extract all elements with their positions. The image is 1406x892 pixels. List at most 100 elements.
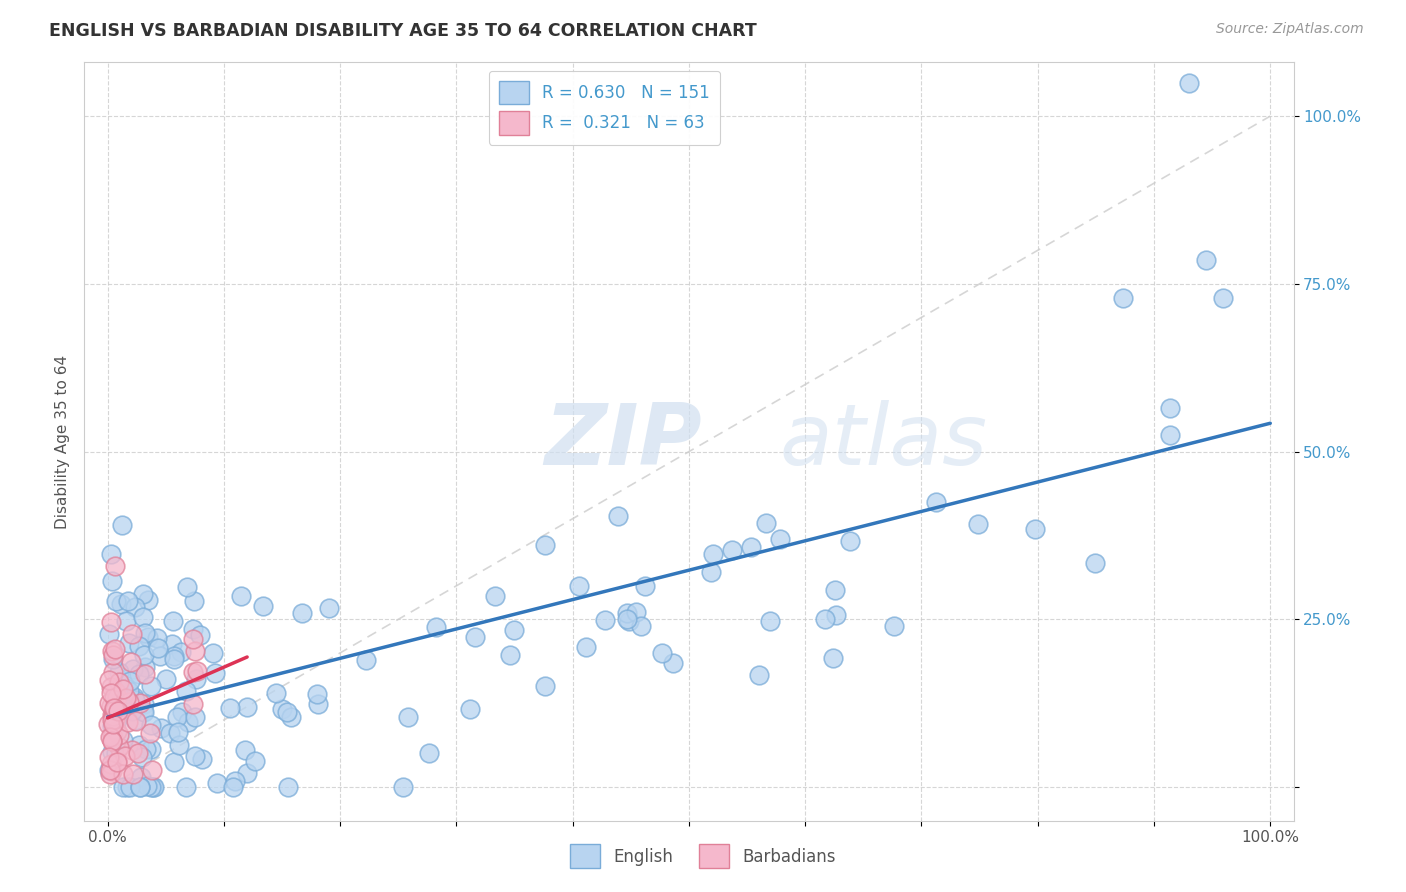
Point (107, 704, 129, 718)
Point (129, 770, 152, 784)
Point (534, 538, 557, 552)
Point (131, 587, 153, 601)
Legend: R = 0.630   N = 151, R =  0.321   N = 63: R = 0.630 N = 151, R = 0.321 N = 63 (489, 70, 720, 145)
Point (103, 701, 125, 715)
Point (176, 580, 198, 594)
Legend: English, Barbadians: English, Barbadians (564, 838, 842, 875)
Point (166, 710, 188, 724)
Point (630, 619, 652, 633)
Point (702, 548, 724, 562)
Point (128, 738, 150, 752)
Point (142, 780, 165, 794)
Point (233, 743, 256, 757)
Point (107, 688, 129, 702)
Point (291, 606, 314, 620)
Point (616, 606, 638, 620)
Point (184, 710, 207, 724)
Point (108, 728, 131, 742)
Point (124, 714, 146, 728)
Point (111, 682, 134, 697)
Point (533, 679, 555, 693)
Point (128, 639, 150, 653)
Point (97, 716, 120, 731)
Point (149, 721, 172, 735)
Point (104, 594, 127, 608)
Point (163, 651, 186, 665)
Point (236, 700, 259, 714)
Point (101, 719, 124, 733)
Point (181, 665, 204, 679)
Point (740, 540, 762, 554)
Point (748, 668, 770, 682)
Point (759, 615, 782, 629)
Point (100, 745, 122, 759)
Point (136, 630, 159, 644)
Point (280, 710, 302, 724)
Point (396, 709, 419, 723)
Point (103, 690, 125, 705)
Point (177, 714, 200, 729)
Point (108, 665, 131, 679)
Point (163, 756, 186, 770)
Point (236, 766, 259, 780)
Point (118, 780, 141, 794)
Y-axis label: Disability Age 35 to 64: Disability Age 35 to 64 (55, 354, 70, 529)
Point (139, 718, 162, 732)
Point (181, 622, 204, 636)
Point (575, 640, 598, 654)
Point (97, 749, 120, 764)
Point (111, 766, 134, 780)
Point (162, 614, 184, 628)
Point (160, 637, 183, 651)
Point (181, 698, 204, 712)
Point (183, 632, 205, 646)
Point (98, 764, 121, 778)
Point (120, 655, 142, 669)
Point (141, 763, 163, 777)
Point (101, 733, 124, 747)
Point (118, 684, 141, 698)
Point (824, 607, 846, 622)
Point (121, 704, 143, 718)
Point (184, 749, 207, 764)
Point (204, 666, 226, 681)
Point (105, 714, 128, 729)
Point (100, 729, 122, 743)
Point (624, 606, 647, 620)
Point (135, 742, 157, 756)
Point (883, 618, 905, 632)
Point (100, 698, 122, 713)
Point (1212, 291, 1234, 305)
Point (103, 652, 125, 666)
Point (124, 599, 146, 614)
Point (132, 705, 155, 719)
Point (721, 542, 744, 557)
Point (634, 578, 657, 592)
Point (186, 664, 208, 678)
Point (318, 600, 340, 615)
Point (700, 565, 723, 579)
Point (114, 749, 136, 764)
Point (108, 675, 131, 690)
Point (499, 648, 522, 662)
Point (219, 701, 242, 715)
Point (98, 766, 121, 780)
Point (122, 690, 145, 705)
Point (110, 517, 132, 532)
Point (129, 780, 152, 794)
Point (103, 709, 125, 723)
Point (769, 533, 792, 547)
Point (184, 644, 207, 658)
Point (100, 757, 122, 772)
Point (139, 780, 162, 794)
Point (1024, 522, 1046, 536)
Point (1159, 428, 1181, 442)
Point (104, 701, 127, 715)
Point (105, 754, 128, 768)
Point (98, 696, 121, 710)
Point (104, 558, 127, 573)
Point (122, 662, 145, 676)
Point (101, 574, 124, 589)
Point (132, 648, 155, 662)
Point (484, 590, 506, 604)
